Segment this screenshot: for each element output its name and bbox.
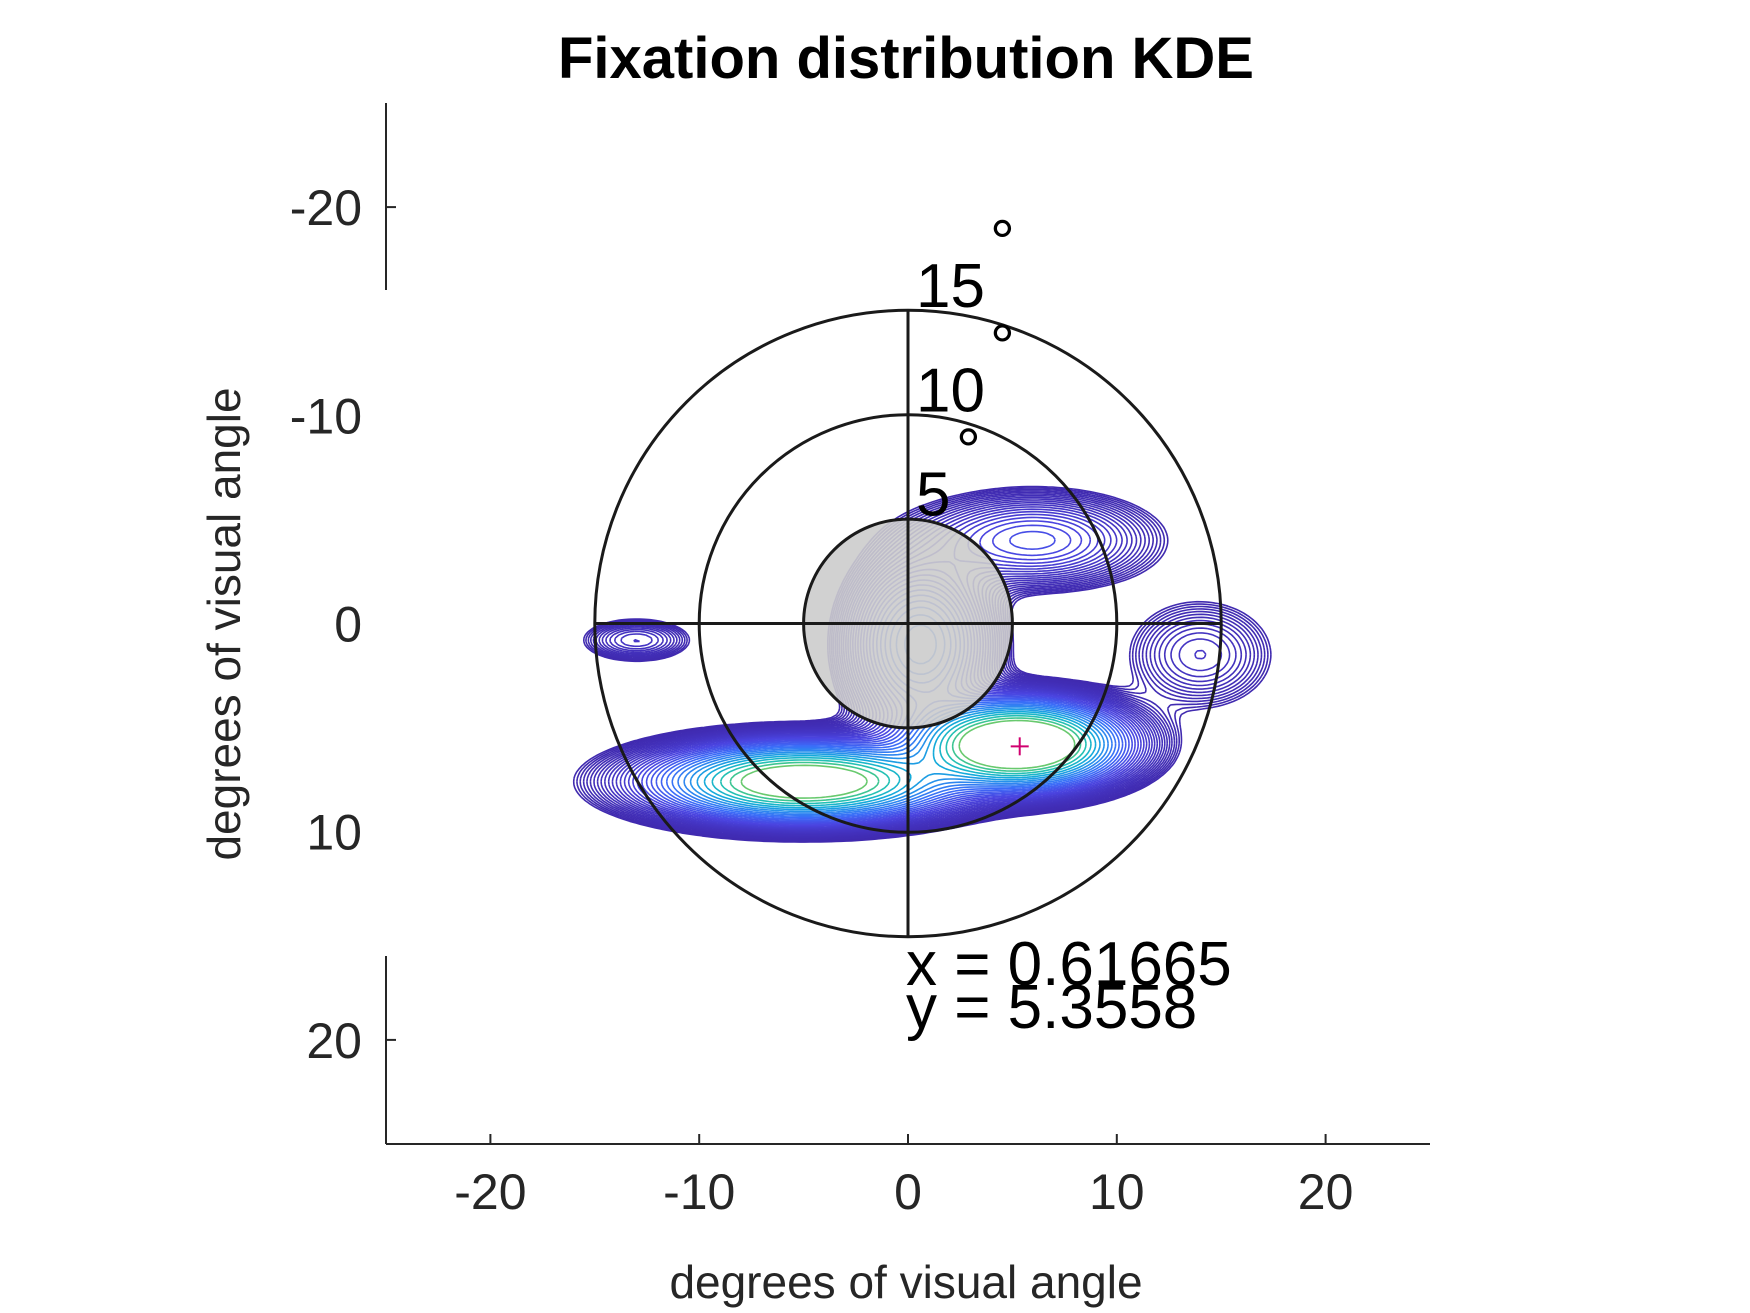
y-tick-label-20: 20 — [306, 1013, 362, 1069]
ring-degree-symbol-5: ° — [956, 416, 981, 485]
peak-marker — [1010, 737, 1029, 756]
x-tick-label--20: -20 — [454, 1164, 526, 1220]
kde-contour-level-30 — [711, 712, 1092, 807]
x-tick-label--10: -10 — [663, 1164, 735, 1220]
y-tick-label-0: 0 — [334, 597, 362, 653]
readout-y: y = 5.3558 — [906, 973, 1197, 1042]
y-axis-label: degrees of visual angle — [198, 387, 250, 860]
ring-label-10: 10 — [916, 356, 985, 425]
x-axis: -20 -10 0 10 20 — [386, 1134, 1430, 1220]
x-tick-label-20: 20 — [1298, 1164, 1354, 1220]
x-tick-label-10: 10 — [1089, 1164, 1145, 1220]
kde-contour-level-33 — [740, 719, 1076, 799]
visual-angle-rings: 5°10°15° — [593, 208, 1223, 939]
ring-label-5: 5 — [916, 460, 950, 529]
y-tick-label-10: 10 — [306, 805, 362, 861]
readout-x: x = 0.61665 — [906, 930, 1232, 999]
kde-contour-level-29 — [703, 710, 1097, 809]
y-tick-label--10: -10 — [290, 388, 362, 444]
chart-title: Fixation distribution KDE — [558, 26, 1254, 91]
y-tick-label--20: -20 — [290, 180, 362, 236]
kde-contour-level-3 — [582, 490, 1263, 841]
x-tick-label-0: 0 — [894, 1164, 922, 1220]
kde-contour-level-32 — [729, 717, 1082, 802]
kde-contour-level-26 — [683, 705, 1109, 814]
ring-degree-symbol-10: ° — [990, 312, 1015, 381]
ring-label-15: 15 — [916, 252, 985, 321]
kde-contour-level-9 — [604, 500, 1237, 835]
x-axis-label: degrees of visual angle — [669, 1256, 1142, 1308]
ring-degree-symbol-15: ° — [990, 208, 1015, 277]
y-axis: -20 -10 0 10 20 — [290, 103, 396, 1144]
